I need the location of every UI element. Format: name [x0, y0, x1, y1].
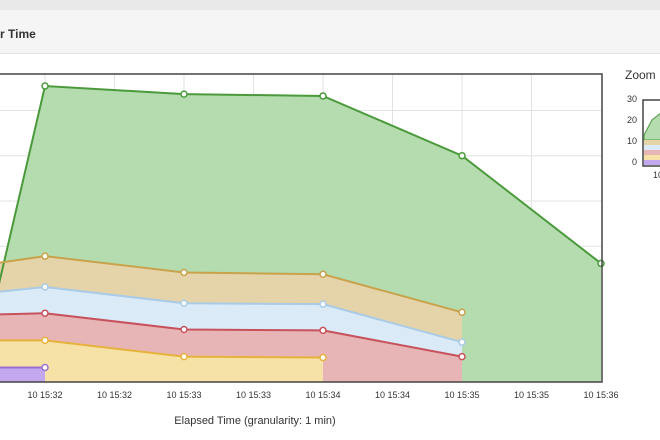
x-tick-label: 10 15:34 — [375, 390, 410, 400]
series-point-2 — [458, 338, 466, 346]
x-tick-label: 10 15:35 — [444, 390, 479, 400]
series-point-4 — [41, 336, 49, 345]
series-area-5 — [0, 367, 45, 382]
series-point-4 — [180, 352, 188, 361]
zoom-area-green — [643, 112, 660, 141]
series-point-0 — [458, 151, 466, 160]
x-tick-label: 10 15:33 — [166, 390, 201, 400]
series-point-2 — [180, 299, 188, 307]
zoom-x-tick: 10 — [653, 170, 660, 180]
series-line-4 — [0, 339, 324, 359]
series-line-0 — [0, 84, 602, 284]
zoom-area-red — [644, 150, 660, 155]
zoom-area-blue — [644, 145, 660, 150]
x-axis-title: Elapsed Time (granularity: 1 min) — [174, 415, 335, 427]
x-tick-label: 10 15:36 — [583, 390, 618, 400]
series-point-0 — [597, 259, 605, 268]
series-point-1 — [41, 252, 49, 260]
zoom-y-tick: 10 — [627, 136, 637, 146]
x-tick-label: 10 15:32 — [97, 390, 132, 400]
zoom-area-purple — [644, 160, 660, 165]
zoom-y-tick: 30 — [627, 94, 637, 104]
top-bar — [0, 0, 660, 10]
x-tick-label: 10 15:35 — [514, 390, 549, 400]
series-point-0 — [319, 92, 327, 100]
zoom-area-tan — [644, 140, 660, 145]
series-point-3 — [458, 352, 466, 361]
x-tick-label: 10 15:32 — [27, 390, 62, 400]
series-point-3 — [319, 326, 327, 335]
zoom-y-tick: 0 — [632, 157, 637, 167]
zoom-y-tick: 20 — [627, 115, 637, 125]
series-area-4 — [0, 340, 323, 382]
series-point-1 — [180, 268, 188, 277]
plot-frame — [0, 73, 603, 383]
series-point-0 — [180, 90, 188, 98]
x-tick-label: 10 15:34 — [305, 390, 340, 400]
x-tick-label: 10 15:33 — [236, 390, 271, 400]
series-point-5 — [41, 363, 49, 372]
series-point-0 — [41, 82, 49, 90]
panel-title: r Time — [0, 27, 36, 41]
series-point-3 — [180, 325, 188, 334]
series-point-1 — [319, 270, 327, 279]
series-point-3 — [41, 309, 49, 317]
zoom-label: Zoom — [625, 68, 656, 82]
series-point-4 — [319, 353, 327, 362]
series-point-1 — [458, 308, 466, 317]
series-point-2 — [41, 283, 49, 291]
zoom-area-yellow — [644, 155, 660, 160]
panel-header — [0, 10, 660, 54]
series-point-2 — [319, 300, 327, 308]
